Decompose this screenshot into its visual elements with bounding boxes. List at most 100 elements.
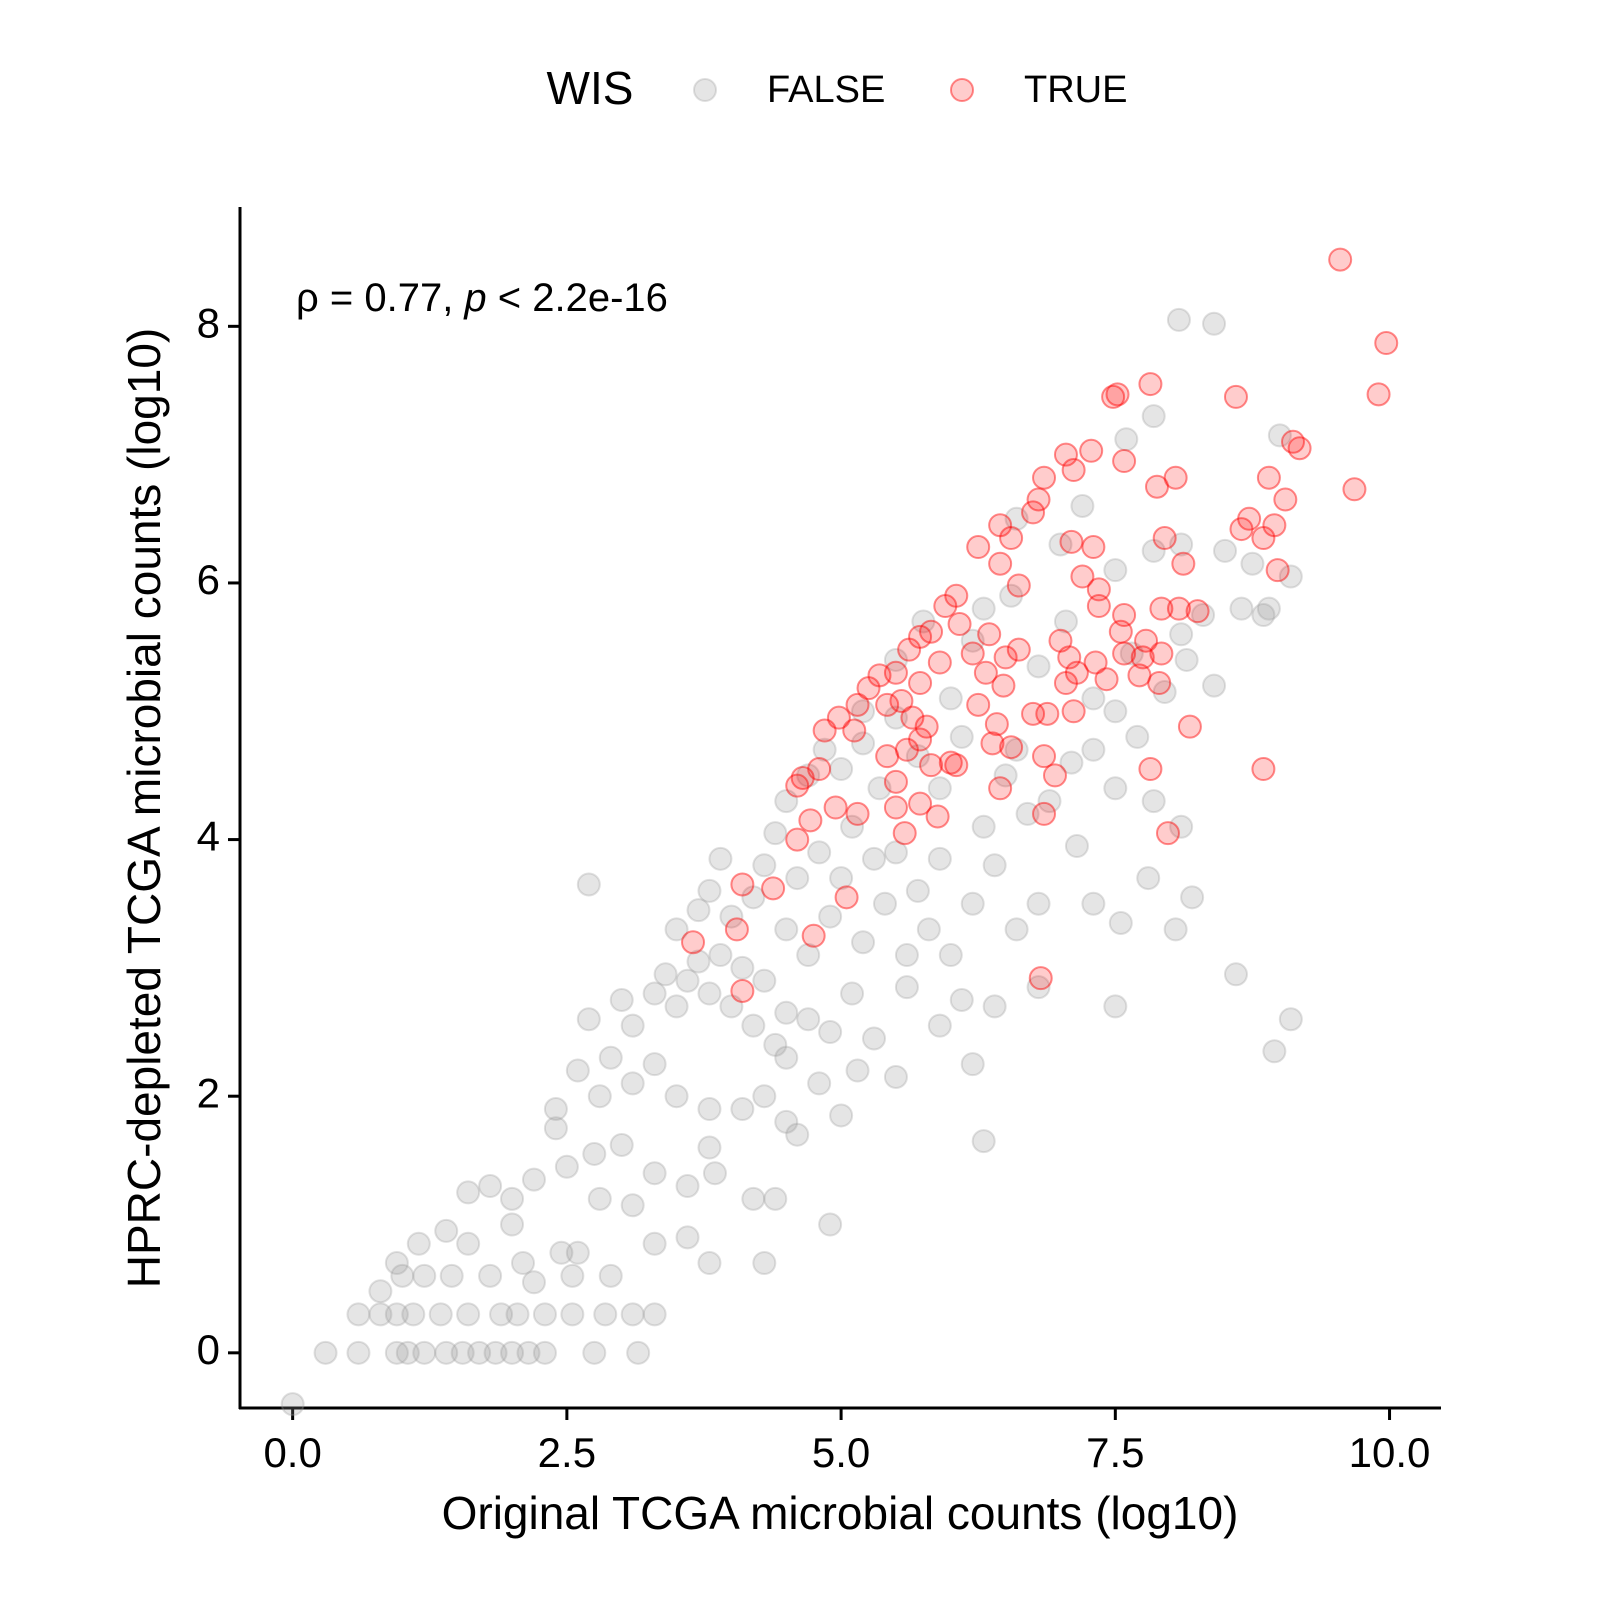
x-tick-label: 7.5	[1086, 1429, 1144, 1476]
y-tick-label: 8	[197, 299, 220, 346]
point	[500, 1340, 525, 1365]
point	[988, 513, 1013, 538]
point	[620, 1302, 645, 1327]
point	[1004, 917, 1029, 942]
point	[944, 583, 969, 608]
point	[1278, 564, 1303, 589]
point	[875, 692, 900, 717]
y-tick-label: 4	[197, 813, 220, 860]
point	[730, 978, 755, 1003]
point	[1328, 247, 1353, 272]
point	[598, 1045, 623, 1070]
point	[1262, 1039, 1287, 1064]
point	[456, 1180, 481, 1205]
point	[587, 1084, 612, 1109]
point	[549, 1240, 574, 1265]
point	[999, 526, 1024, 551]
point	[1026, 654, 1051, 679]
point	[434, 1218, 459, 1243]
point	[516, 1340, 541, 1365]
legend-marker	[950, 78, 974, 102]
point	[1032, 465, 1057, 490]
point	[1006, 637, 1031, 662]
point	[872, 891, 897, 916]
point	[752, 1084, 777, 1109]
point	[708, 846, 733, 871]
point	[949, 724, 974, 749]
point	[840, 814, 865, 839]
point	[960, 641, 985, 666]
point	[439, 1263, 464, 1288]
point	[500, 1212, 525, 1237]
point	[741, 1013, 766, 1038]
point	[1251, 526, 1276, 551]
x-tick-label: 0.0	[263, 1429, 321, 1476]
point	[971, 1129, 996, 1154]
point	[807, 840, 832, 865]
point	[510, 1251, 535, 1276]
point	[642, 1161, 667, 1186]
point	[593, 1302, 618, 1327]
point	[1103, 776, 1128, 801]
point	[1237, 506, 1262, 531]
point	[1130, 645, 1155, 670]
point	[642, 1302, 667, 1327]
point	[919, 753, 944, 778]
point	[681, 930, 706, 955]
point	[390, 1263, 415, 1288]
legend-title: WIS	[547, 62, 634, 114]
point	[774, 1109, 799, 1134]
point	[818, 1020, 843, 1045]
point	[1061, 458, 1086, 483]
point	[1037, 789, 1062, 814]
point	[1064, 660, 1089, 685]
point	[927, 1013, 952, 1038]
point	[565, 1240, 590, 1265]
point	[984, 712, 1009, 737]
point	[1053, 609, 1078, 634]
point	[1026, 487, 1051, 512]
point	[384, 1251, 409, 1276]
point	[807, 1071, 832, 1096]
point	[1138, 372, 1163, 397]
point	[1169, 532, 1194, 557]
point	[1081, 535, 1106, 560]
point	[1262, 513, 1287, 538]
point	[991, 673, 1016, 698]
point	[1185, 599, 1210, 624]
point	[960, 891, 985, 916]
point	[1015, 801, 1040, 826]
point	[947, 612, 972, 637]
point	[456, 1231, 481, 1256]
point	[664, 917, 689, 942]
point	[883, 769, 908, 794]
point	[675, 1225, 700, 1250]
point	[1147, 671, 1172, 696]
point	[894, 943, 919, 968]
point	[675, 968, 700, 993]
point	[927, 650, 952, 675]
point	[1229, 596, 1254, 621]
y-tick-label: 2	[197, 1069, 220, 1116]
point	[456, 1302, 481, 1327]
point	[949, 987, 974, 1012]
point	[1083, 650, 1108, 675]
point	[845, 1058, 870, 1083]
point	[1166, 307, 1191, 332]
point	[1125, 724, 1150, 749]
point	[587, 1186, 612, 1211]
point	[925, 804, 950, 829]
point	[1174, 647, 1199, 672]
point	[763, 1186, 788, 1211]
point	[1103, 699, 1128, 724]
point	[741, 1186, 766, 1211]
point	[543, 1097, 568, 1122]
point	[842, 718, 867, 743]
point	[1152, 526, 1177, 551]
x-tick-label: 10.0	[1349, 1429, 1431, 1476]
point	[999, 583, 1024, 608]
point	[1251, 757, 1276, 782]
point	[1103, 558, 1128, 583]
point	[697, 1251, 722, 1276]
point	[812, 737, 837, 762]
